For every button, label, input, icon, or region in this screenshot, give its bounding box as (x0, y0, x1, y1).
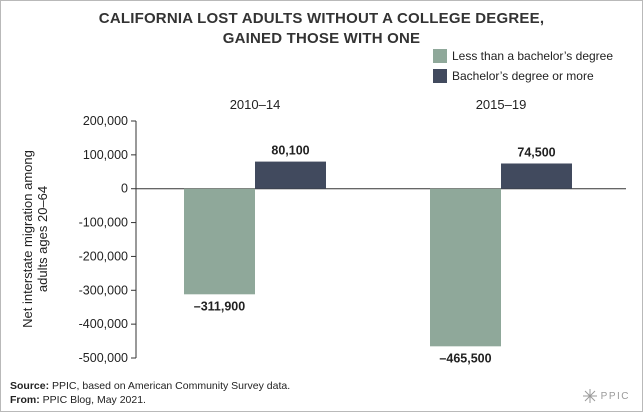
period-label: 2015–19 (476, 97, 527, 112)
legend-label-bachelors-or-more: Bachelor’s degree or more (452, 69, 594, 83)
source-line: Source: PPIC, based on American Communit… (10, 379, 290, 393)
period-labels: 2010–14 2015–19 (230, 97, 527, 112)
chart-title-line-1: CALIFORNIA LOST ADULTS WITHOUT A COLLEGE… (98, 10, 545, 27)
y-tick-label: 100,000 (83, 148, 128, 162)
source-text: PPIC, based on American Community Survey… (49, 380, 291, 392)
chart-title-line-2: GAINED THOSE WITH ONE (222, 30, 421, 47)
y-axis-ticks: 200,000 100,000 0 -100,000 -200,000 -300,000 -… (79, 114, 136, 365)
ppic-logo-icon (582, 389, 597, 403)
y-tick-label: -400,000 (79, 317, 128, 331)
source-label: Source: (10, 380, 50, 392)
y-tick-label: 0 (121, 182, 128, 196)
bar-less-than-bachelors (430, 188, 501, 347)
ppic-logo: PPIC (582, 389, 630, 403)
bar-less-than-bachelors (184, 188, 255, 295)
from-text: PPIC Blog, May 2021. (39, 394, 146, 406)
y-tick-label: -200,000 (79, 249, 128, 263)
legend: Less than a bachelor’s degree Bachelor’s… (433, 46, 613, 86)
y-tick-label: 200,000 (83, 114, 128, 128)
legend-item-bachelors-or-more: Bachelor’s degree or more (433, 66, 613, 86)
data-label: 80,100 (271, 144, 309, 158)
legend-swatch-bachelors-or-more (433, 69, 447, 83)
legend-item-less-than-bachelors: Less than a bachelor’s degree (433, 46, 613, 66)
data-labels: –311,900 80,100 –465,500 74,500 (194, 144, 556, 366)
y-axis-label-line-1: Net interstate migration among (20, 150, 35, 328)
data-label: –465,500 (439, 351, 491, 365)
bars (184, 161, 572, 347)
bar-bachelors-or-more (255, 161, 326, 189)
source-note: Source: PPIC, based on American Communit… (10, 379, 290, 407)
data-label: –311,900 (194, 299, 245, 313)
period-label: 2010–14 (230, 97, 281, 112)
data-label: 74,500 (517, 145, 555, 159)
y-tick-label: -500,000 (79, 351, 128, 365)
from-label: From: (10, 394, 40, 406)
from-line: From: PPIC Blog, May 2021. (10, 393, 290, 407)
legend-swatch-less-than-bachelors (433, 49, 447, 63)
y-axis-label-line-2: adults ages 20–64 (35, 186, 50, 292)
ppic-logo-text: PPIC (600, 390, 630, 402)
y-tick-label: -300,000 (79, 283, 128, 297)
bar-bachelors-or-more (501, 163, 572, 189)
chart-title: CALIFORNIA LOST ADULTS WITHOUT A COLLEGE… (1, 9, 642, 49)
y-axis-label: Net interstate migration among adults ag… (20, 150, 50, 328)
legend-label-less-than-bachelors: Less than a bachelor’s degree (452, 49, 614, 63)
y-tick-label: -100,000 (79, 216, 128, 230)
